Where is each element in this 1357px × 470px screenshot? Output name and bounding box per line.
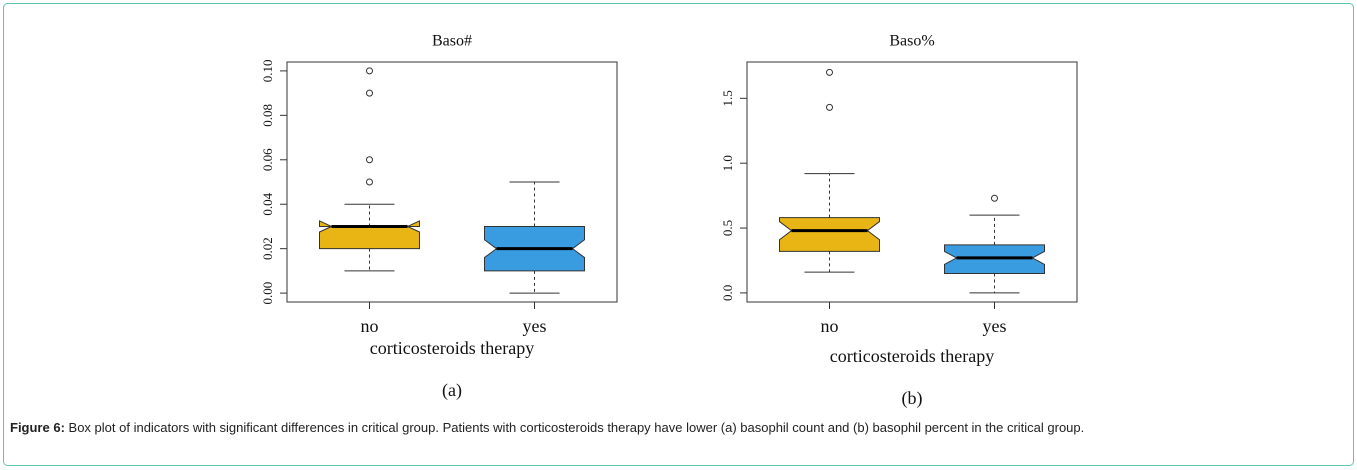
frame bbox=[3, 3, 1354, 466]
plot-frame bbox=[746, 61, 1078, 303]
outlier bbox=[366, 89, 373, 97]
y-tick-label: 0.00 bbox=[260, 282, 275, 305]
y-tick-label: 0.06 bbox=[260, 148, 275, 171]
outlier bbox=[826, 68, 833, 76]
y-tick-label: 1.0 bbox=[720, 155, 735, 171]
x-axis-label: corticosteroids therapy bbox=[370, 338, 534, 358]
chart-title: Baso# bbox=[432, 33, 472, 50]
panel-label: (b) bbox=[902, 388, 923, 409]
y-tick-label: 0.08 bbox=[260, 104, 275, 127]
x-tick-label: yes bbox=[523, 316, 547, 336]
x-tick-label: yes bbox=[983, 316, 1007, 336]
box bbox=[779, 217, 880, 252]
y-tick-label: 0.02 bbox=[260, 237, 275, 260]
outlier bbox=[366, 156, 373, 164]
caption-text: Box plot of indicators with significant … bbox=[68, 420, 1085, 435]
outlier bbox=[991, 194, 998, 202]
caption: Figure 6: Box plot of indicators with si… bbox=[10, 418, 1345, 437]
outlier bbox=[366, 178, 373, 186]
outlier bbox=[826, 103, 833, 111]
x-axis-label: corticosteroids therapy bbox=[830, 346, 994, 366]
x-tick-label: no bbox=[361, 316, 379, 336]
plot-frame bbox=[286, 61, 618, 303]
panel-label: (a) bbox=[442, 380, 462, 401]
outlier bbox=[366, 67, 373, 75]
y-tick-label: 0.10 bbox=[260, 60, 275, 83]
caption-label: Figure 6: bbox=[10, 420, 65, 435]
y-tick-label: 0.04 bbox=[260, 192, 275, 215]
chart-title: Baso% bbox=[889, 33, 934, 50]
y-tick-label: 1.5 bbox=[720, 90, 735, 106]
y-tick-label: 0.0 bbox=[720, 285, 735, 301]
x-tick-label: no bbox=[821, 316, 839, 336]
y-tick-label: 0.5 bbox=[720, 220, 735, 236]
